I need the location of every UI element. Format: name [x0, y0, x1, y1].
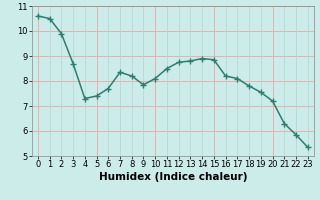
- X-axis label: Humidex (Indice chaleur): Humidex (Indice chaleur): [99, 172, 247, 182]
